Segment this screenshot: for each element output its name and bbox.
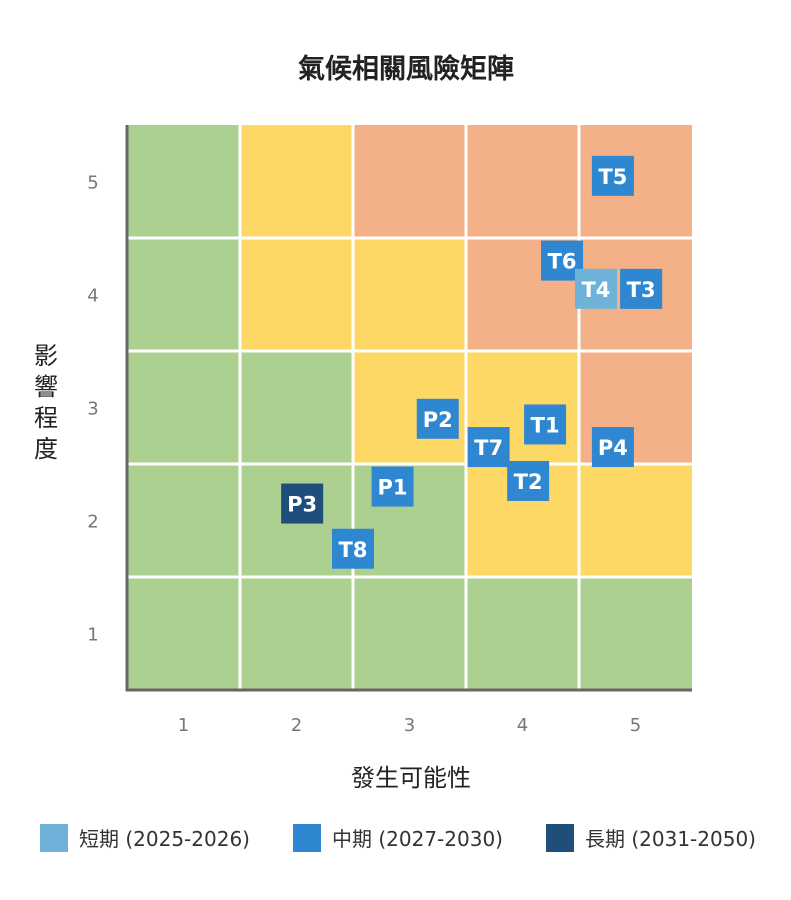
chart-title: 氣候相關風險矩陣 <box>298 53 514 85</box>
legend-swatch <box>546 824 574 852</box>
risk-marker-label: T7 <box>474 436 503 460</box>
legend-label: 長期 (2031-2050) <box>585 827 756 851</box>
matrix-cell-5-1 <box>579 577 692 690</box>
risk-marker-label: P1 <box>378 476 408 500</box>
y-axis-title-char: 度 <box>34 435 58 463</box>
risk-marker-t2: T2 <box>507 460 550 501</box>
risk-marker-label: P4 <box>598 436 628 460</box>
risk-marker-box <box>371 466 414 507</box>
matrix-cell-3-4 <box>353 238 466 351</box>
legend-swatch <box>40 824 68 852</box>
risk-marker-label: T3 <box>627 278 656 302</box>
risk-marker-box <box>620 268 663 309</box>
risk-marker-p2: P2 <box>416 398 459 439</box>
risk-marker-box <box>467 427 510 468</box>
risk-marker-box <box>524 404 567 445</box>
matrix-cell-4-1 <box>466 577 579 690</box>
risk-marker-label: P2 <box>423 408 453 432</box>
matrix-cell-3-5 <box>353 125 466 238</box>
risk-marker-label: T6 <box>548 250 577 274</box>
risk-marker-p4: P4 <box>591 427 634 468</box>
risk-marker-t8: T8 <box>332 528 374 569</box>
matrix-cell-2-1 <box>240 577 353 690</box>
legend-label: 中期 (2027-2030) <box>332 827 503 851</box>
risk-marker-box <box>574 268 617 309</box>
matrix-cell-2-3 <box>240 351 353 464</box>
risk-zone-grid <box>127 125 692 690</box>
y-axis-title-char: 響 <box>34 373 58 401</box>
legend-label: 短期 (2025-2026) <box>79 827 250 851</box>
risk-marker-label: T4 <box>581 278 610 302</box>
risk-marker-p3: P3 <box>281 483 324 524</box>
matrix-cell-2-5 <box>240 125 353 238</box>
risk-marker-t7: T7 <box>467 427 510 468</box>
matrix-cell-3-1 <box>353 577 466 690</box>
legend-item-mid: 中期 (2027-2030) <box>293 824 503 852</box>
x-tick-label: 5 <box>630 715 641 736</box>
risk-marker-label: T1 <box>531 413 560 437</box>
risk-marker-label: T8 <box>339 538 368 562</box>
y-tick-label: 4 <box>87 286 98 307</box>
x-tick-label: 2 <box>291 715 302 736</box>
risk-marker-box <box>332 528 374 569</box>
x-tick-label: 3 <box>404 715 415 736</box>
risk-marker-t1: T1 <box>524 404 567 445</box>
matrix-cell-1-3 <box>127 351 240 464</box>
x-tick-label: 4 <box>517 715 528 736</box>
risk-marker-t5: T5 <box>591 155 634 196</box>
matrix-cell-2-4 <box>240 238 353 351</box>
risk-marker-box <box>591 427 634 468</box>
y-tick-label: 3 <box>87 399 98 420</box>
legend-item-short: 短期 (2025-2026) <box>40 824 250 852</box>
risk-marker-box <box>416 398 459 439</box>
risk-marker-label: P3 <box>287 493 317 517</box>
legend: 短期 (2025-2026) 中期 (2027-2030) 長期 (2031-205… <box>40 824 756 852</box>
legend-item-long: 長期 (2031-2050) <box>546 824 756 852</box>
x-axis-title: 發生可能性 <box>351 764 471 792</box>
matrix-cell-1-2 <box>127 464 240 577</box>
y-axis-title-char: 影 <box>34 342 58 370</box>
x-tick-label: 1 <box>178 715 189 736</box>
risk-marker-label: T2 <box>514 470 543 494</box>
matrix-cell-1-4 <box>127 238 240 351</box>
y-tick-label: 1 <box>87 625 98 646</box>
y-tick-label: 5 <box>87 173 98 194</box>
matrix-cell-5-2 <box>579 464 692 577</box>
matrix-cell-1-5 <box>127 125 240 238</box>
risk-marker-t4: T4 <box>574 268 617 309</box>
matrix-cell-4-5 <box>466 125 579 238</box>
risk-marker-t3: T3 <box>620 268 663 309</box>
risk-marker-p1: P1 <box>371 466 414 507</box>
risk-marker-box <box>507 460 550 501</box>
matrix-cell-1-1 <box>127 577 240 690</box>
risk-marker-box <box>281 483 324 524</box>
axes: 1 2 3 4 5 1 2 3 4 5 <box>87 125 692 736</box>
risk-marker-label: T5 <box>598 165 627 189</box>
legend-swatch <box>293 824 321 852</box>
y-axis-title-char: 程 <box>34 404 58 432</box>
risk-marker-box <box>591 155 634 196</box>
y-tick-label: 2 <box>87 512 98 533</box>
